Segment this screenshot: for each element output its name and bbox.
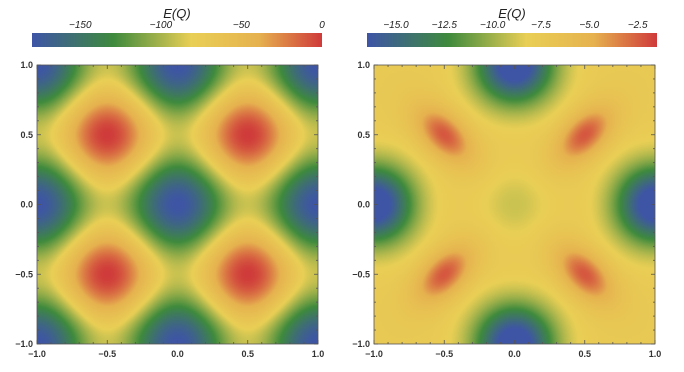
left-axis-ticks [36,64,319,345]
left-colorbar-tick-label: −50 [233,20,250,31]
left-colorbar [32,33,322,47]
right-heatmap-image [374,65,655,344]
left-colorbar-ticks: −150 −100 −50 0 [69,20,325,31]
right-x-axis-labels: −1.0 −0.5 0.0 0.5 1.0 [365,349,661,359]
left-y-tick-label: 1.0 [20,60,33,70]
left-heatmap-image [37,65,318,344]
right-y-tick-label: 0.5 [357,130,370,140]
right-y-tick-label: −0.5 [352,269,370,279]
left-y-tick-label: −1.0 [15,339,33,349]
left-x-tick-label: 0.0 [171,349,184,359]
left-x-tick-label: 0.5 [242,349,255,359]
left-chart: E(Q) −150 −100 −50 0 −1.0 −0.5 0.0 0.5 1… [15,6,325,359]
right-colorbar-tick-label: −5.0 [579,20,599,31]
right-x-tick-label: 0.5 [579,349,592,359]
right-y-axis-labels: 1.0 0.5 0.0 −0.5 −1.0 [352,60,370,349]
left-x-axis-labels: −1.0 −0.5 0.0 0.5 1.0 [28,349,324,359]
left-colorbar-tick-label: 0 [319,20,325,31]
right-y-tick-label: −1.0 [352,339,370,349]
right-colorbar-tick-label: −12.5 [432,20,458,31]
left-colorbar-tick-label: −150 [69,20,92,31]
left-x-tick-label: −1.0 [28,349,46,359]
right-colorbar-tick-label: −10.0 [480,20,506,31]
left-y-tick-label: 0.0 [20,200,33,210]
right-x-tick-label: −1.0 [365,349,383,359]
left-x-tick-label: 1.0 [312,349,325,359]
right-y-tick-label: 0.0 [357,200,370,210]
left-y-axis-labels: 1.0 0.5 0.0 −0.5 −1.0 [15,60,33,349]
right-colorbar-ticks: −15.0 −12.5 −10.0 −7.5 −5.0 −2.5 [383,20,648,31]
left-y-tick-label: −0.5 [15,269,33,279]
right-colorbar-tick-label: −2.5 [628,20,648,31]
right-axis-ticks [373,64,656,345]
right-x-tick-label: −0.5 [435,349,453,359]
right-y-tick-label: 1.0 [357,60,370,70]
right-chart: E(Q) −15.0 −12.5 −10.0 −7.5 −5.0 −2.5 −1… [352,6,661,359]
right-x-tick-label: 0.0 [508,349,521,359]
left-colorbar-tick-label: −100 [150,20,173,31]
right-x-tick-label: 1.0 [649,349,662,359]
left-y-tick-label: 0.5 [20,130,33,140]
left-colorbar-title: E(Q) [163,6,190,21]
right-colorbar [367,33,657,47]
right-colorbar-tick-label: −15.0 [383,20,409,31]
right-colorbar-tick-label: −7.5 [531,20,551,31]
right-colorbar-title: E(Q) [498,6,525,21]
left-x-tick-label: −0.5 [98,349,116,359]
